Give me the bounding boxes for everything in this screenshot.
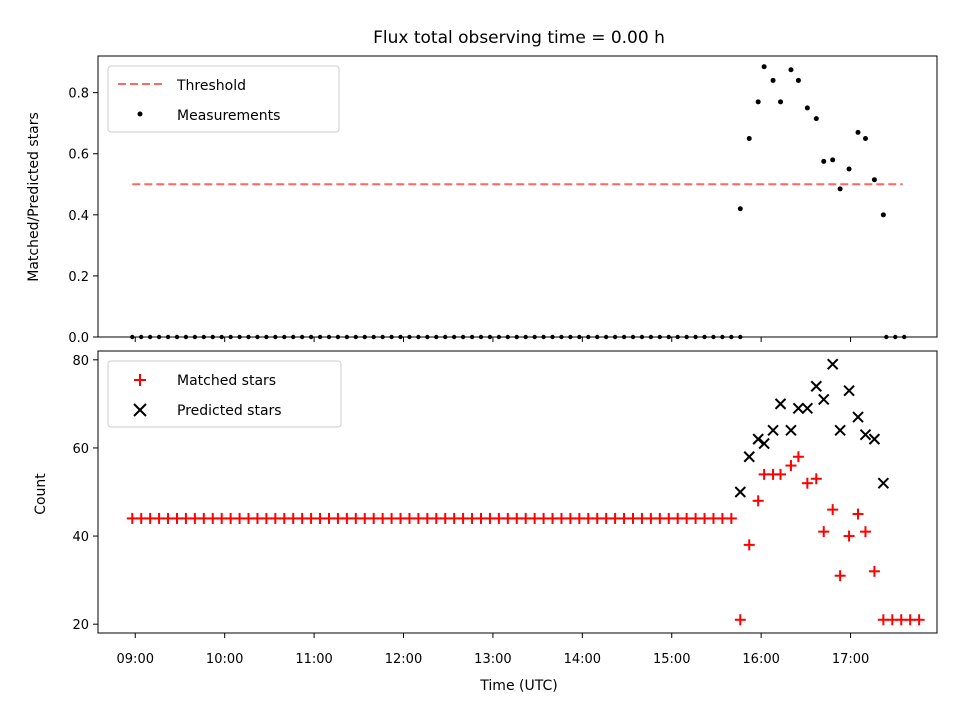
chart-title: Flux total observing time = 0.00 h [373, 28, 665, 48]
measurement-point [795, 77, 801, 83]
matched-point [852, 508, 864, 520]
legend-matched-swatch [134, 374, 146, 386]
predicted-point [859, 429, 872, 441]
legend-measurements-swatch [137, 111, 143, 117]
measurement-point [813, 116, 819, 122]
measurement-point [761, 64, 767, 70]
xtick-label: 13:00 [474, 652, 511, 667]
measurement-point [830, 157, 836, 163]
xtick-label: 09:00 [117, 652, 154, 667]
matched-point [827, 504, 839, 516]
matched-point [725, 512, 737, 524]
xtick-label: 17:00 [832, 652, 869, 667]
top-ytick-label: 0.6 [68, 148, 89, 163]
matched-point [859, 526, 871, 538]
predicted-point [810, 380, 822, 392]
xtick-label: 15:00 [653, 652, 690, 667]
top-panel: 0.00.20.40.60.8 Matched/Predicted stars … [26, 55, 938, 346]
top-legend-box [107, 65, 340, 133]
measurement-point [821, 158, 827, 164]
bottom-axes-frame [97, 350, 938, 634]
matched-point [734, 614, 746, 626]
bottom-y-axis-label: Count [33, 473, 49, 515]
matched-point [913, 614, 925, 626]
measurement-point [880, 212, 886, 218]
measurement-point [778, 99, 784, 105]
predicted-point [826, 358, 839, 370]
measurement-point [770, 77, 776, 83]
legend-threshold-label: Threshold [176, 78, 246, 94]
top-y-axis-label: Matched/Predicted stars [26, 112, 42, 282]
bottom-ytick-label: 20 [72, 618, 89, 633]
predicted-point [834, 424, 846, 437]
xtick-label: 10:00 [206, 652, 243, 667]
predicted-point [868, 433, 881, 445]
matched-point [834, 570, 846, 582]
xtick-label: 12:00 [385, 652, 422, 667]
measurement-point [846, 166, 852, 172]
predicted-point [785, 424, 797, 437]
predicted-point [767, 424, 779, 437]
predicted-point [852, 411, 864, 423]
measurement-point [788, 67, 794, 73]
measurement-point [855, 129, 861, 135]
legend-measurements-label: Measurements [177, 108, 280, 124]
matched-point [752, 495, 764, 507]
top-ytick-label: 0.8 [68, 87, 89, 102]
top-ytick-label: 0.2 [68, 270, 89, 285]
bottom-ytick-label: 80 [72, 354, 89, 369]
legend-predicted-label: Predicted stars [177, 403, 282, 419]
predicted-point [843, 384, 855, 397]
matched-point [868, 565, 880, 577]
predicted-point [801, 402, 814, 414]
top-legend: Threshold Measurements [107, 65, 340, 133]
xtick-label: 16:00 [742, 652, 779, 667]
matched-point [792, 451, 804, 463]
measurement-point [871, 177, 877, 183]
legend-matched-label: Matched stars [177, 373, 276, 389]
bottom-ytick-label: 40 [72, 530, 89, 545]
matched-point [775, 468, 787, 480]
measurement-point [862, 135, 868, 141]
predicted-point [734, 486, 746, 498]
predicted-point [792, 402, 805, 414]
predicted-point [818, 393, 830, 406]
matched-point [818, 526, 830, 538]
predicted-point [743, 451, 755, 463]
predicted-point [877, 477, 890, 489]
matched-point [843, 530, 855, 542]
bottom-legend: Matched stars Predicted stars [107, 360, 342, 428]
top-axes-frame [97, 55, 938, 338]
matched-point [743, 539, 755, 551]
predicted-point [774, 398, 787, 410]
matched-point [810, 473, 822, 485]
bottom-ytick-label: 60 [72, 442, 89, 457]
xtick-label: 14:00 [564, 652, 601, 667]
measurement-point [804, 105, 810, 111]
predicted-point [752, 433, 764, 445]
matched-point [785, 460, 797, 472]
xtick-label: 11:00 [295, 652, 332, 667]
bottom-legend-box [107, 360, 342, 428]
measurement-point [737, 206, 743, 212]
matched-point [801, 477, 813, 489]
measurement-point [755, 99, 761, 105]
measurement-point [746, 135, 752, 141]
measurement-point [837, 186, 843, 192]
predicted-point [758, 437, 770, 450]
bottom-panel: 20 40 60 80 09:00 10:00 11:00 12:00 13:00 14:00 1… [33, 350, 938, 667]
legend-predicted-swatch [133, 403, 147, 417]
top-ytick-label: 0.0 [68, 331, 89, 346]
x-axis-label: Time (UTC) [479, 678, 557, 694]
top-ytick-label: 0.4 [68, 209, 89, 224]
